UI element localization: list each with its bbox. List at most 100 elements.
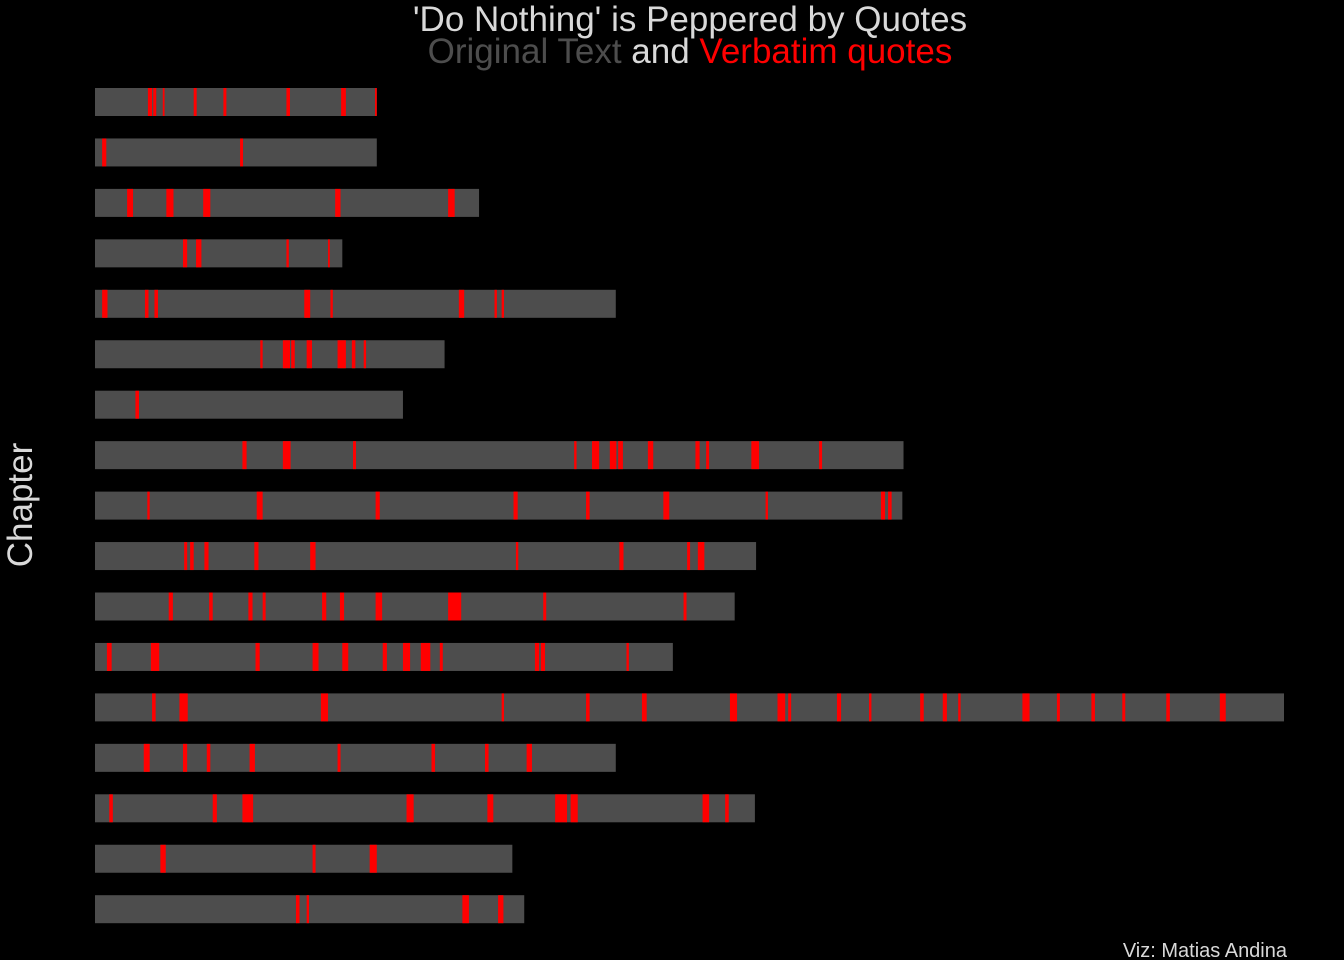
quote-segment (586, 693, 590, 722)
quote-segment (788, 693, 792, 722)
quote-segment (618, 441, 623, 470)
y-axis-label: Chapter (1, 442, 40, 567)
quote-segment (534, 642, 540, 671)
quote-segment (203, 188, 211, 217)
quote-segment (351, 340, 356, 369)
original-text-bar (95, 693, 1284, 722)
quote-segment (458, 289, 465, 318)
quote-segment (402, 642, 411, 671)
quote-segment (501, 289, 505, 318)
quote-segment (212, 794, 217, 823)
quote-segment (663, 491, 670, 520)
quote-segment (127, 188, 134, 217)
quote-segment (262, 592, 266, 621)
chapter-row-13 (95, 693, 1284, 722)
quote-segment (375, 592, 383, 621)
quote-segment (869, 693, 872, 722)
quote-segment (310, 542, 316, 571)
chart-subtitle: Original Text and Verbatim quotes (428, 32, 953, 71)
chapter-row-14 (95, 743, 616, 772)
quote-segment (363, 340, 367, 369)
chapter-row-9 (95, 491, 903, 520)
quote-segment (683, 592, 687, 621)
chapter-row-2 (95, 138, 377, 167)
quote-segment (543, 592, 547, 621)
quote-segment (282, 441, 291, 470)
original-text-bar (95, 340, 445, 369)
quote-segment (152, 693, 156, 722)
quote-segment (166, 188, 174, 217)
quote-segment (586, 491, 590, 520)
quote-segment (330, 289, 333, 318)
quote-segment (515, 542, 519, 571)
quote-segment (223, 88, 227, 116)
chapter-row-11 (95, 592, 735, 621)
quote-segment (209, 592, 213, 621)
quote-segment (335, 188, 341, 217)
quote-segment (162, 88, 165, 116)
quote-segment (328, 239, 330, 268)
quote-segment (765, 491, 768, 520)
quote-segment (1091, 693, 1095, 722)
quote-segment (196, 239, 202, 268)
original-text-bar (95, 390, 403, 419)
quote-segment (836, 693, 842, 722)
chapter-row-16 (95, 844, 513, 873)
quote-segment (286, 239, 289, 268)
quote-segment (291, 340, 295, 369)
quote-segment (555, 794, 568, 823)
subtitle-verbatim-quotes: Verbatim quotes (699, 32, 952, 71)
quote-segment (513, 491, 518, 520)
chapter-row-12 (95, 642, 673, 671)
subtitle-and: and (622, 32, 700, 71)
quote-segment (942, 693, 947, 722)
original-text-bar (95, 289, 616, 318)
quote-segment (248, 592, 253, 621)
original-text-bar (95, 441, 904, 470)
quote-segment (304, 289, 311, 318)
quote-segment (687, 542, 691, 571)
chapter-row-17 (95, 895, 525, 924)
quote-segment (574, 441, 577, 470)
quote-segment (190, 542, 194, 571)
quote-segment (751, 441, 760, 470)
chapter-row-3 (95, 188, 480, 217)
quote-segment (256, 491, 263, 520)
original-text-bar (95, 895, 525, 924)
quote-segment (150, 642, 160, 671)
chapter-row-15 (95, 794, 755, 823)
original-text-bar (95, 592, 735, 621)
quote-segment (1219, 693, 1226, 722)
quote-segment (260, 340, 263, 369)
chart-caption: Viz: Matias Andina (1123, 940, 1288, 960)
quote-segment (242, 441, 247, 470)
quote-segment (369, 844, 377, 873)
quote-segment (135, 390, 139, 419)
quote-segment (487, 794, 494, 823)
quote-segment (312, 844, 316, 873)
chapter-row-6 (95, 340, 445, 369)
quote-segment (160, 844, 166, 873)
quote-segment (439, 642, 443, 671)
quote-segment (147, 88, 153, 116)
quote-segment (1056, 693, 1060, 722)
quote-segment (729, 693, 738, 722)
quote-segment (697, 542, 705, 571)
quote-segment (375, 88, 377, 116)
quote-segment (106, 642, 112, 671)
quote-segment (526, 743, 532, 772)
quote-segment (641, 693, 647, 722)
quote-segment (320, 693, 329, 722)
quote-segment (1022, 693, 1030, 722)
quote-segment (1166, 693, 1170, 722)
original-text-bar (95, 542, 757, 571)
original-text-bar (95, 188, 480, 217)
quote-segment (448, 592, 462, 621)
quote-segment (154, 289, 159, 318)
quote-segment (306, 340, 312, 369)
quote-segment (462, 895, 469, 924)
original-text-bar (95, 239, 343, 268)
quote-segment (306, 895, 310, 924)
quote-segment (337, 743, 341, 772)
